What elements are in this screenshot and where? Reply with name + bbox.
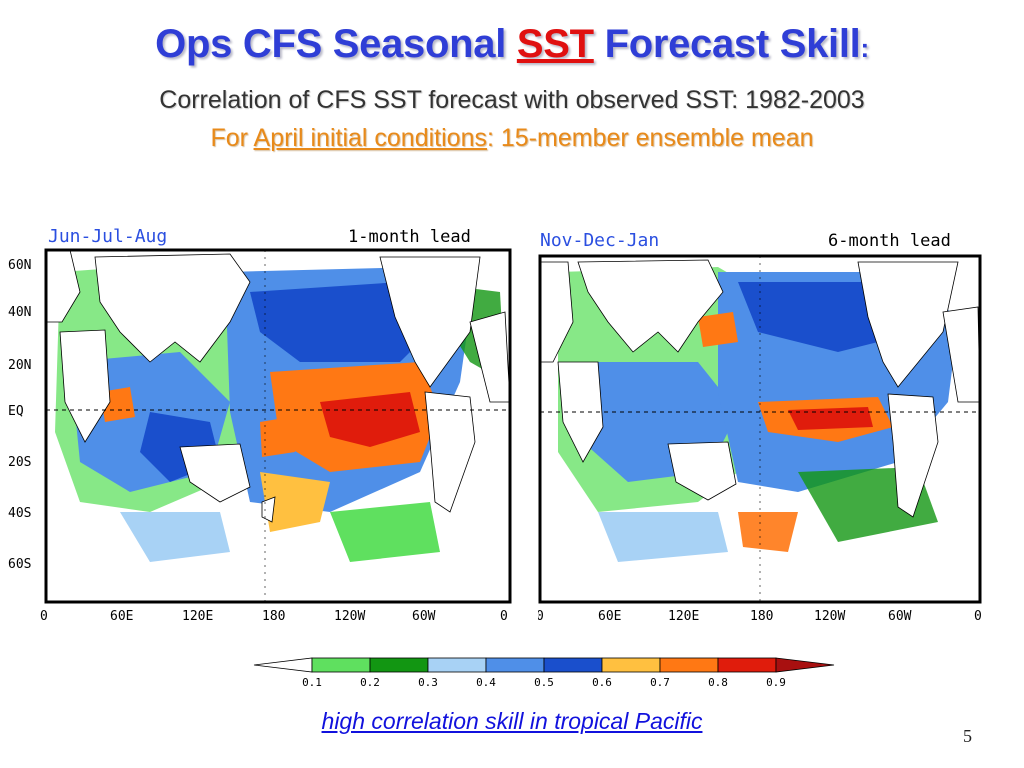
colorbar-segment [311, 657, 371, 673]
right-map-season: Nov-Dec-Jan [540, 230, 659, 251]
lon-label: 120W [334, 609, 365, 624]
colorbar-segment [485, 657, 545, 673]
colorbar-label: 0.7 [650, 676, 670, 689]
lat-label: 60S [8, 557, 31, 572]
lat-label: EQ [8, 404, 24, 419]
colorbar-label: 0.3 [418, 676, 438, 689]
left-map-lead: 1-month lead [348, 227, 471, 247]
lon-label: 60E [110, 609, 133, 624]
lat-label: 20N [8, 358, 31, 373]
lat-label: 40S [8, 506, 31, 521]
title-sst: SST [516, 22, 594, 66]
colorbar-segment [659, 657, 719, 673]
colorbar-label: 0.6 [592, 676, 612, 689]
lon-label: 180 [750, 609, 773, 624]
title-colon: : [860, 33, 869, 63]
subtitle2-suffix: : 15-member ensemble mean [486, 124, 814, 152]
lon-label: 60E [598, 609, 621, 624]
right-map-panel: Nov-Dec-Jan 6-month lead [538, 212, 986, 640]
lon-label: 0 [538, 609, 544, 624]
slide-subtitle-initial-conditions: For April initial conditions: 15-member … [0, 124, 1024, 153]
colorbar-segment [717, 657, 777, 673]
title-part1: Ops CFS Seasonal [155, 22, 517, 66]
title-part3: Forecast Skill [593, 22, 861, 66]
lon-label: 180 [262, 609, 285, 624]
left-map-season: Jun-Jul-Aug [48, 226, 167, 247]
subtitle2-underlined: April initial conditions [253, 124, 487, 152]
lon-label: 0 [500, 609, 508, 624]
color-scale-svg: 0.1 0.2 0.3 0.4 0.5 0.6 0.7 0.8 0.9 [253, 657, 835, 689]
colorbar-segment [601, 657, 661, 673]
colorbar-high-arrow [775, 657, 835, 673]
left-map-panel: Jun-Jul-Aug 1-month lead [0, 212, 538, 640]
colorbar-segment [369, 657, 429, 673]
colorbar-label: 0.5 [534, 676, 554, 689]
right-map-lead: 6-month lead [828, 231, 951, 251]
lon-label: 0 [40, 609, 48, 624]
lat-label: 60N [8, 258, 31, 273]
slide-subtitle: Correlation of CFS SST forecast with obs… [159, 86, 865, 114]
lon-label: 120W [814, 609, 845, 624]
left-map-field [44, 248, 512, 604]
colorbar-label: 0.9 [766, 676, 786, 689]
slide-title: Ops CFS Seasonal SST Forecast Skill: [0, 22, 1024, 67]
colorbar-label: 0.1 [302, 676, 322, 689]
lon-label: 0 [974, 609, 982, 624]
colorbar-label: 0.2 [360, 676, 380, 689]
colorbar-label: 0.4 [476, 676, 496, 689]
lat-label: 20S [8, 455, 31, 470]
caption: high correlation skill in tropical Pacif… [321, 708, 703, 734]
colorbar-label: 0.8 [708, 676, 728, 689]
right-map-lon-labels: 0 60E 120E 180 120W 60W 0 [538, 609, 982, 624]
left-map-lat-labels: 60N 40N 20N EQ 20S 40S 60S [8, 258, 31, 572]
right-map-field [538, 254, 982, 604]
colorbar-low-arrow [253, 657, 313, 673]
lon-label: 60W [412, 609, 436, 624]
left-map-lon-labels: 0 60E 120E 180 120W 60W 0 [40, 609, 508, 624]
subtitle2-prefix: For [210, 124, 254, 152]
lon-label: 120E [182, 609, 213, 624]
colorbar-segment [543, 657, 603, 673]
lon-label: 60W [888, 609, 912, 624]
lon-label: 120E [668, 609, 699, 624]
page-number: 5 [963, 726, 972, 746]
left-correlation-map: Jun-Jul-Aug 1-month lead [0, 212, 538, 640]
color-scale-bar: 0.1 0.2 0.3 0.4 0.5 0.6 0.7 0.8 0.9 [252, 656, 844, 697]
colorbar-segment [427, 657, 487, 673]
lat-label: 40N [8, 305, 31, 320]
right-correlation-map: Nov-Dec-Jan 6-month lead [538, 212, 986, 640]
